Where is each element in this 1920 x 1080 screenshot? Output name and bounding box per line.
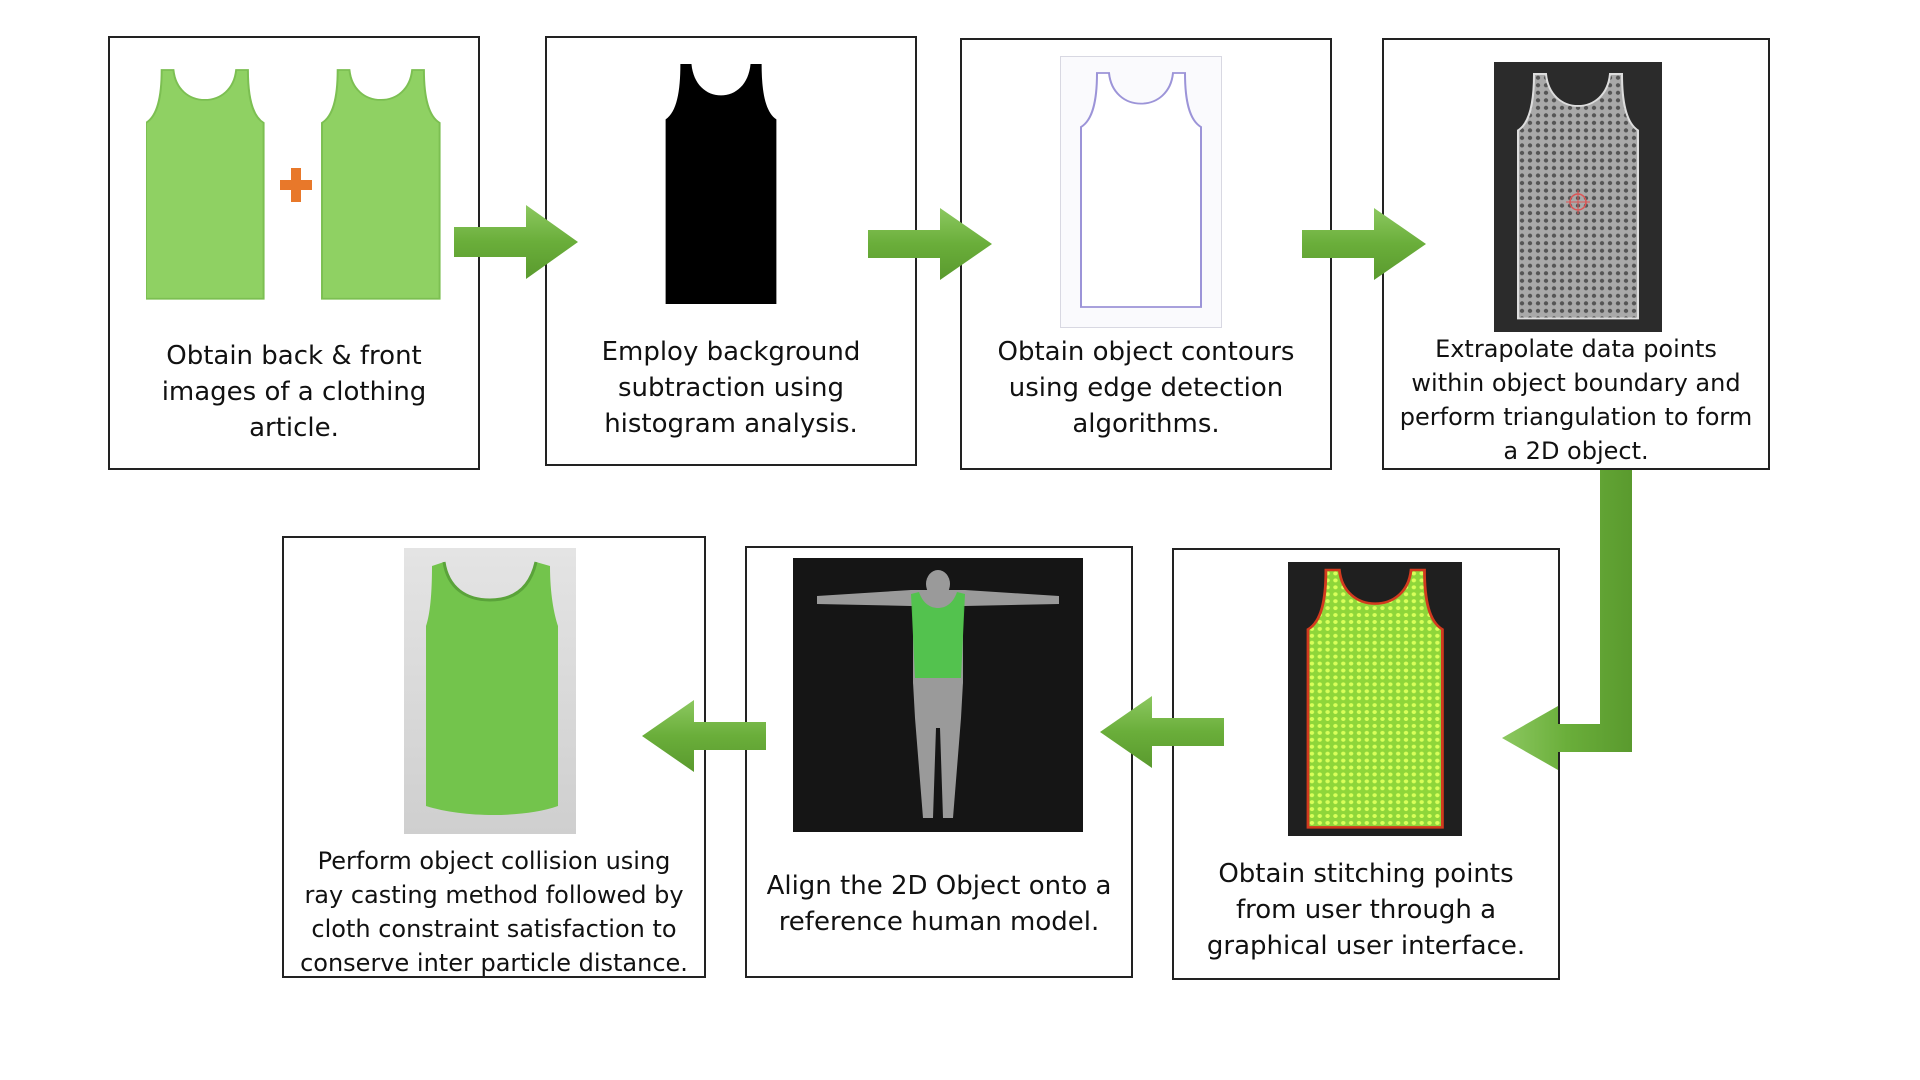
aligned-shirt — [911, 592, 965, 678]
step-1-caption: Obtain back & front images of a clothing… — [161, 341, 427, 443]
tank-top-front — [321, 69, 441, 300]
step-5-caption: Obtain stitching points from user throug… — [1206, 859, 1526, 961]
3d-draped-tank-top-image — [404, 548, 576, 834]
step-3-caption: Obtain object contours using edge detect… — [997, 337, 1295, 439]
step-2-card: Employ background subtraction using hist… — [545, 36, 917, 466]
step-5-card: Obtain stitching points from user throug… — [1172, 548, 1560, 980]
arrow-4-to-5 — [1502, 470, 1632, 770]
step-7-card: Perform object collision using ray casti… — [282, 536, 706, 978]
green-tank-top-front-back-image — [146, 69, 441, 300]
step-2-caption: Employ background subtraction using hist… — [601, 337, 861, 439]
arrow-1-to-2 — [454, 205, 578, 279]
arrow-6-to-7 — [642, 700, 766, 772]
step-3-card: Obtain object contours using edge detect… — [960, 38, 1332, 470]
step-4-caption: Extrapolate data points within object bo… — [1399, 335, 1753, 465]
step-4-card: Extrapolate data points within object bo… — [1382, 38, 1770, 470]
arrow-5-to-6 — [1100, 696, 1224, 768]
step-1-card: Obtain back & front images of a clothing… — [108, 36, 480, 470]
human-figure — [817, 570, 1059, 818]
human-model-image — [793, 558, 1083, 832]
arrow-3-to-4 — [1302, 208, 1426, 280]
step-7-caption: Perform object collision using ray casti… — [300, 847, 688, 977]
step-6-card: Align the 2D Object onto a reference hum… — [745, 546, 1133, 978]
tank-top-back — [146, 69, 265, 300]
black-silhouette-image — [665, 64, 777, 304]
point-grid-mesh-image — [1494, 62, 1662, 332]
plus-icon — [280, 168, 312, 202]
step-6-caption: Align the 2D Object onto a reference hum… — [766, 871, 1112, 937]
arrow-2-to-3 — [868, 208, 992, 280]
stitch-points-mesh-image — [1288, 562, 1462, 836]
outline-contour-image — [1060, 56, 1222, 328]
